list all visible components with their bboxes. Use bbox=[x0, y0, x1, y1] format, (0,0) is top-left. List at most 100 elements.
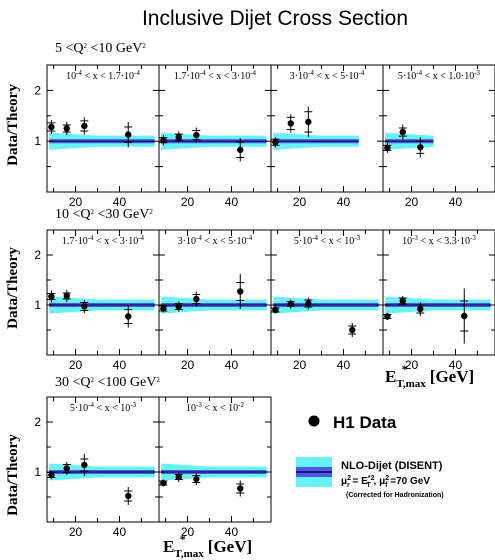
panel: 5·10-4 < x < 10-3 bbox=[270, 229, 384, 356]
x-tick-label: 20 bbox=[181, 525, 195, 539]
data-point bbox=[305, 300, 312, 307]
x-tick-label: 40 bbox=[225, 358, 239, 372]
x-tick-label: 40 bbox=[113, 525, 127, 539]
data-point bbox=[417, 305, 424, 313]
x-tick-label: 20 bbox=[293, 358, 307, 372]
panel-frame bbox=[158, 229, 272, 356]
data-point bbox=[81, 461, 88, 469]
data-point bbox=[175, 473, 182, 481]
panel: 3·10-4 < x < 5·10-4 bbox=[158, 229, 272, 356]
panel-x-range-label: 5·10-4 < x < 10-3 bbox=[294, 234, 361, 247]
data-point bbox=[349, 326, 356, 334]
row-q2-label: 10 <Q2 <30 GeV2 bbox=[55, 207, 153, 222]
data-point bbox=[81, 303, 88, 310]
data-point bbox=[193, 475, 200, 483]
legend-data-marker bbox=[308, 415, 320, 427]
panel-frame bbox=[158, 64, 272, 193]
data-point bbox=[287, 300, 294, 308]
data-point bbox=[384, 144, 391, 152]
data-point bbox=[160, 305, 167, 312]
data-point bbox=[272, 306, 279, 314]
data-point bbox=[461, 312, 468, 320]
y-tick-label: 1 bbox=[34, 465, 41, 479]
data-point bbox=[305, 118, 312, 126]
legend: H1 Data NLO-Dijet (DISENT) μ2 r = E*2 T , … bbox=[296, 413, 444, 499]
data-point bbox=[175, 303, 182, 310]
x-tick-label: 40 bbox=[225, 525, 239, 539]
y-tick-label: 2 bbox=[34, 415, 41, 429]
data-point bbox=[63, 292, 70, 300]
x-tick-label: 40 bbox=[113, 358, 127, 372]
panel: 10-3 < x < 3.3·10-3 bbox=[382, 229, 495, 356]
panel-x-range-label: 10-3 < x < 10-2 bbox=[186, 401, 244, 414]
data-point bbox=[48, 471, 55, 479]
data-point bbox=[160, 479, 167, 487]
x-axis-label-right: ET,max* [GeV] bbox=[385, 362, 474, 390]
data-point bbox=[287, 120, 294, 127]
panel: 10-4 < x < 1.7·10-4 bbox=[46, 64, 160, 193]
x-tick-label: 40 bbox=[225, 195, 239, 209]
panel-frame bbox=[158, 396, 272, 523]
panel: 1.7·10-4 < x < 3·10-4 bbox=[158, 64, 272, 193]
y-axis-label-row-3: Data/Theory bbox=[5, 434, 21, 516]
data-point bbox=[48, 293, 55, 300]
y-tick-label: 2 bbox=[34, 248, 41, 262]
panel: 1.7·10-4 < x < 3·10-4 bbox=[46, 229, 160, 356]
data-point bbox=[237, 288, 244, 295]
x-tick-label: 40 bbox=[337, 195, 351, 209]
data-point bbox=[125, 313, 132, 320]
data-point bbox=[399, 297, 406, 305]
panel: 5·10-4 < x < 10-3 bbox=[46, 396, 160, 523]
legend-note: (Corrected for Hadronization) bbox=[346, 492, 444, 499]
x-tick-label: 20 bbox=[181, 358, 195, 372]
panel: 5·10-4 < x < 1.0·10-3 bbox=[382, 64, 495, 193]
data-point bbox=[63, 125, 70, 132]
panel-x-range-label: 3·10-4 < x < 5·10-4 bbox=[178, 234, 253, 247]
x-tick-label: 20 bbox=[69, 358, 83, 372]
x-axis-label-bottom: ET,max* [GeV] bbox=[163, 532, 252, 560]
panel: 10-3 < x < 10-2 bbox=[158, 396, 272, 523]
panel-frame bbox=[270, 229, 384, 356]
x-tick-label: 20 bbox=[293, 195, 307, 209]
panel-rows: 5 <Q2 <10 GeV2 10-4 < x < 1.7·10-4 1.7·10-… bbox=[34, 41, 495, 539]
panel-frame bbox=[270, 64, 384, 193]
panel-x-range-label: 10-4 < x < 1.7·10-4 bbox=[66, 69, 140, 82]
data-point bbox=[175, 133, 182, 141]
legend-data-label: H1 Data bbox=[333, 413, 397, 432]
row-q2-label: 30 <Q2 <100 GeV2 bbox=[55, 375, 160, 390]
data-point bbox=[63, 465, 70, 472]
data-point bbox=[81, 122, 88, 130]
x-tick-label: 20 bbox=[405, 195, 419, 209]
panel-frame bbox=[382, 229, 495, 356]
panel-x-range-label: 5·10-4 < x < 10-3 bbox=[70, 401, 137, 414]
chart-title: Inclusive Dijet Cross Section bbox=[142, 7, 408, 30]
panel-x-range-label: 1.7·10-4 < x < 3·10-4 bbox=[174, 69, 257, 82]
x-tick-label: 40 bbox=[449, 195, 463, 209]
x-tick-label: 20 bbox=[69, 525, 83, 539]
legend-scale-label: μ2 r = E*2 T , μ2 f =70 GeV bbox=[341, 475, 430, 489]
data-point bbox=[399, 128, 406, 136]
legend-theory-label: NLO-Dijet (DISENT) bbox=[341, 460, 443, 472]
x-tick-label: 40 bbox=[113, 195, 127, 209]
x-tick-label: 20 bbox=[69, 195, 83, 209]
panel: 3·10-4 < x < 5·10-4 bbox=[270, 64, 384, 193]
panel-frame bbox=[46, 396, 160, 523]
x-tick-label: 20 bbox=[405, 358, 419, 372]
data-point bbox=[237, 485, 244, 492]
x-tick-label: 40 bbox=[449, 358, 463, 372]
panel-x-range-label: 10-3 < x < 3.3·10-3 bbox=[402, 234, 476, 247]
data-point bbox=[125, 492, 132, 500]
data-point bbox=[417, 144, 424, 151]
data-point bbox=[193, 295, 200, 303]
x-tick-label: 20 bbox=[181, 195, 195, 209]
panel-x-range-label: 5·10-4 < x < 1.0·10-3 bbox=[398, 69, 481, 82]
data-point bbox=[160, 136, 167, 144]
panel-x-range-label: 3·10-4 < x < 5·10-4 bbox=[290, 69, 365, 82]
x-tick-label: 40 bbox=[337, 358, 351, 372]
data-point bbox=[125, 131, 132, 138]
y-axis-label-row-1: Data/Theory bbox=[5, 84, 21, 166]
data-point bbox=[272, 139, 279, 146]
y-tick-label: 2 bbox=[34, 83, 41, 97]
y-tick-label: 1 bbox=[34, 298, 41, 312]
